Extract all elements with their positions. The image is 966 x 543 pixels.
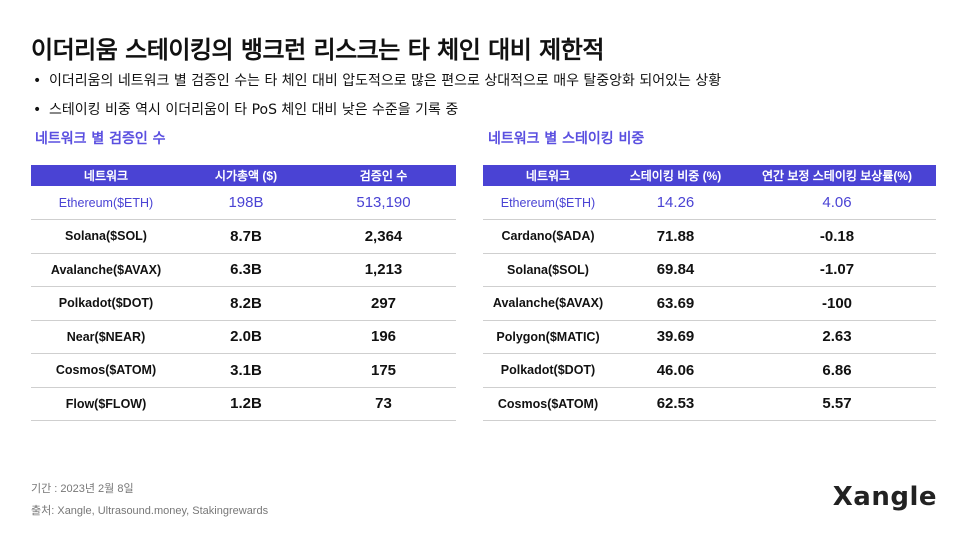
network-cell: Ethereum($ETH) <box>31 186 181 220</box>
column-header: 연간 보정 스테이킹 보상률(%) <box>738 165 936 186</box>
staking-ratio-cell: 71.88 <box>613 219 738 254</box>
table-row: Solana($SOL) 8.7B 2,364 <box>31 219 456 254</box>
staking-table: 네트워크 스테이킹 비중 (%) 연간 보정 스테이킹 보상률(%) Ether… <box>483 165 936 421</box>
network-cell: Solana($SOL) <box>31 219 181 254</box>
bullet-text: 이더리움의 네트워크 별 검증인 수는 타 체인 대비 압도적으로 많은 편으로… <box>49 73 722 89</box>
validators-cell: 1,213 <box>311 253 456 287</box>
table-header-row: 네트워크 스테이킹 비중 (%) 연간 보정 스테이킹 보상률(%) <box>483 165 936 186</box>
reward-rate-cell: 5.57 <box>738 387 936 421</box>
market-cap-cell: 3.1B <box>181 353 311 388</box>
table-row: Avalanche($AVAX) 6.3B 1,213 <box>31 253 456 287</box>
staking-ratio-cell: 39.69 <box>613 320 738 354</box>
source-note: 출처: Xangle, Ultrasound.money, Stakingrew… <box>31 505 269 517</box>
network-cell: Flow($FLOW) <box>31 387 181 421</box>
table-row: Polkadot($DOT) 8.2B 297 <box>31 286 456 321</box>
table-row: Cosmos($ATOM) 62.53 5.57 <box>483 387 936 421</box>
market-cap-cell: 2.0B <box>181 320 311 354</box>
table-row: Ethereum($ETH) 14.26 4.06 <box>483 186 936 220</box>
period-note: 기간 : 2023년 2월 8일 <box>31 483 134 495</box>
staking-ratio-cell: 14.26 <box>613 186 738 220</box>
network-cell: Cardano($ADA) <box>483 219 613 254</box>
reward-rate-cell: -0.18 <box>738 219 936 254</box>
staking-ratio-cell: 63.69 <box>613 286 738 321</box>
table-row: Cardano($ADA) 71.88 -0.18 <box>483 219 936 254</box>
reward-rate-cell: -100 <box>738 286 936 321</box>
table-row: Polygon($MATIC) 39.69 2.63 <box>483 320 936 354</box>
reward-rate-cell: -1.07 <box>738 253 936 287</box>
network-cell: Solana($SOL) <box>483 253 613 287</box>
validators-table: 네트워크 시가총액 ($) 검증인 수 Ethereum($ETH) 198B … <box>31 165 456 421</box>
staking-ratio-cell: 69.84 <box>613 253 738 287</box>
network-cell: Near($NEAR) <box>31 320 181 354</box>
column-header: 네트워크 <box>31 165 181 186</box>
staking-ratio-cell: 46.06 <box>613 353 738 388</box>
staking-table-title: 네트워크 별 스테이킹 비중 <box>488 131 645 147</box>
column-header: 스테이킹 비중 (%) <box>613 165 738 186</box>
network-cell: Polygon($MATIC) <box>483 320 613 354</box>
market-cap-cell: 6.3B <box>181 253 311 287</box>
market-cap-cell: 1.2B <box>181 387 311 421</box>
table-row: Ethereum($ETH) 198B 513,190 <box>31 186 456 220</box>
table-header-row: 네트워크 시가총액 ($) 검증인 수 <box>31 165 456 186</box>
validators-table-title: 네트워크 별 검증인 수 <box>35 131 166 147</box>
xangle-logo: Xangle <box>832 482 937 512</box>
validators-cell: 73 <box>311 387 456 421</box>
validators-cell: 175 <box>311 353 456 388</box>
bullet-icon: • <box>33 73 42 89</box>
reward-rate-cell: 4.06 <box>738 186 936 220</box>
network-cell: Polkadot($DOT) <box>483 353 613 388</box>
table-row: Near($NEAR) 2.0B 196 <box>31 320 456 354</box>
column-header: 검증인 수 <box>311 165 456 186</box>
bullet-list: • 이더리움의 네트워크 별 검증인 수는 타 체인 대비 압도적으로 많은 편… <box>33 72 721 130</box>
reward-rate-cell: 6.86 <box>738 353 936 388</box>
market-cap-cell: 8.2B <box>181 286 311 321</box>
validators-cell: 513,190 <box>311 186 456 220</box>
validators-cell: 196 <box>311 320 456 354</box>
market-cap-cell: 198B <box>181 186 311 220</box>
network-cell: Ethereum($ETH) <box>483 186 613 220</box>
bullet-icon: • <box>33 102 42 118</box>
table-row: Solana($SOL) 69.84 -1.07 <box>483 253 936 287</box>
bullet-item: • 이더리움의 네트워크 별 검증인 수는 타 체인 대비 압도적으로 많은 편… <box>33 72 721 91</box>
validators-cell: 297 <box>311 286 456 321</box>
column-header: 네트워크 <box>483 165 613 186</box>
page-title: 이더리움 스테이킹의 뱅크런 리스크는 타 체인 대비 제한적 <box>31 36 604 64</box>
bullet-item: • 스테이킹 비중 역시 이더리움이 타 PoS 체인 대비 낮은 수준을 기록… <box>33 101 721 120</box>
network-cell: Avalanche($AVAX) <box>31 253 181 287</box>
reward-rate-cell: 2.63 <box>738 320 936 354</box>
staking-ratio-cell: 62.53 <box>613 387 738 421</box>
network-cell: Avalanche($AVAX) <box>483 286 613 321</box>
table-row: Cosmos($ATOM) 3.1B 175 <box>31 353 456 388</box>
table-row: Flow($FLOW) 1.2B 73 <box>31 387 456 421</box>
column-header: 시가총액 ($) <box>181 165 311 186</box>
market-cap-cell: 8.7B <box>181 219 311 254</box>
network-cell: Cosmos($ATOM) <box>31 353 181 388</box>
validators-cell: 2,364 <box>311 219 456 254</box>
table-row: Polkadot($DOT) 46.06 6.86 <box>483 353 936 388</box>
network-cell: Cosmos($ATOM) <box>483 387 613 421</box>
table-row: Avalanche($AVAX) 63.69 -100 <box>483 286 936 321</box>
bullet-text: 스테이킹 비중 역시 이더리움이 타 PoS 체인 대비 낮은 수준을 기록 중 <box>49 102 459 118</box>
network-cell: Polkadot($DOT) <box>31 286 181 321</box>
